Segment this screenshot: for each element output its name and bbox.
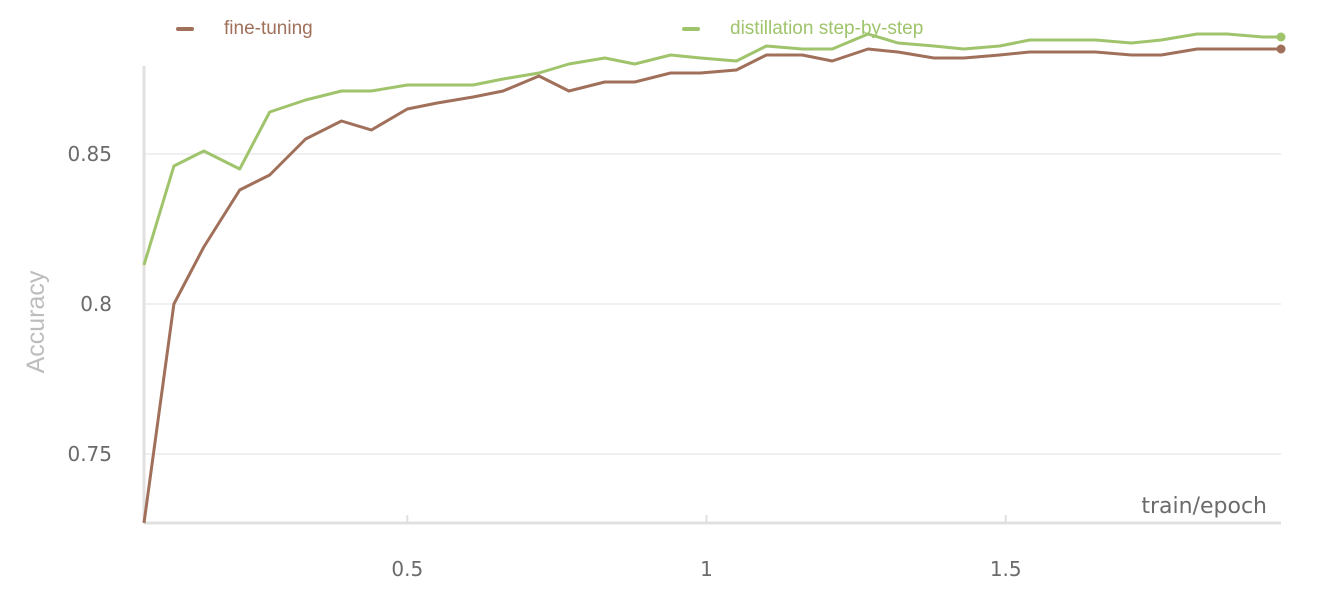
- legend: fine-tuning distillation step-by-step: [0, 18, 1322, 48]
- y-axis-title: Accuracy: [22, 270, 50, 373]
- x-tick-label: 1.5: [990, 557, 1022, 581]
- series-line-fine-tuning[interactable]: [142, 47, 1281, 524]
- legend-label-distillation: distillation step-by-step: [730, 18, 924, 39]
- series-end-point: [1276, 44, 1286, 54]
- series-end-point: [1276, 32, 1286, 42]
- x-tick-label: 1: [700, 557, 713, 581]
- grid-lines: [144, 153, 1281, 455]
- series-layer: [142, 32, 1286, 524]
- legend-swatch-fine-tuning: [176, 27, 194, 31]
- x-axis-title: train/epoch: [1141, 494, 1267, 519]
- legend-item-distillation[interactable]: distillation step-by-step: [682, 18, 923, 40]
- legend-swatch-distillation: [682, 27, 700, 31]
- series-line-distillation[interactable]: [142, 32, 1281, 266]
- y-tick-label: 0.8: [80, 292, 112, 316]
- legend-item-fine-tuning[interactable]: fine-tuning: [176, 18, 313, 40]
- legend-label-fine-tuning: fine-tuning: [224, 18, 313, 39]
- y-tick-label: 0.85: [67, 142, 112, 166]
- x-tick-label: 0.5: [391, 557, 423, 581]
- y-tick-label: 0.75: [67, 442, 112, 466]
- axes: 0.75 0.8 0.85 0.5 1 1.5: [67, 66, 1281, 581]
